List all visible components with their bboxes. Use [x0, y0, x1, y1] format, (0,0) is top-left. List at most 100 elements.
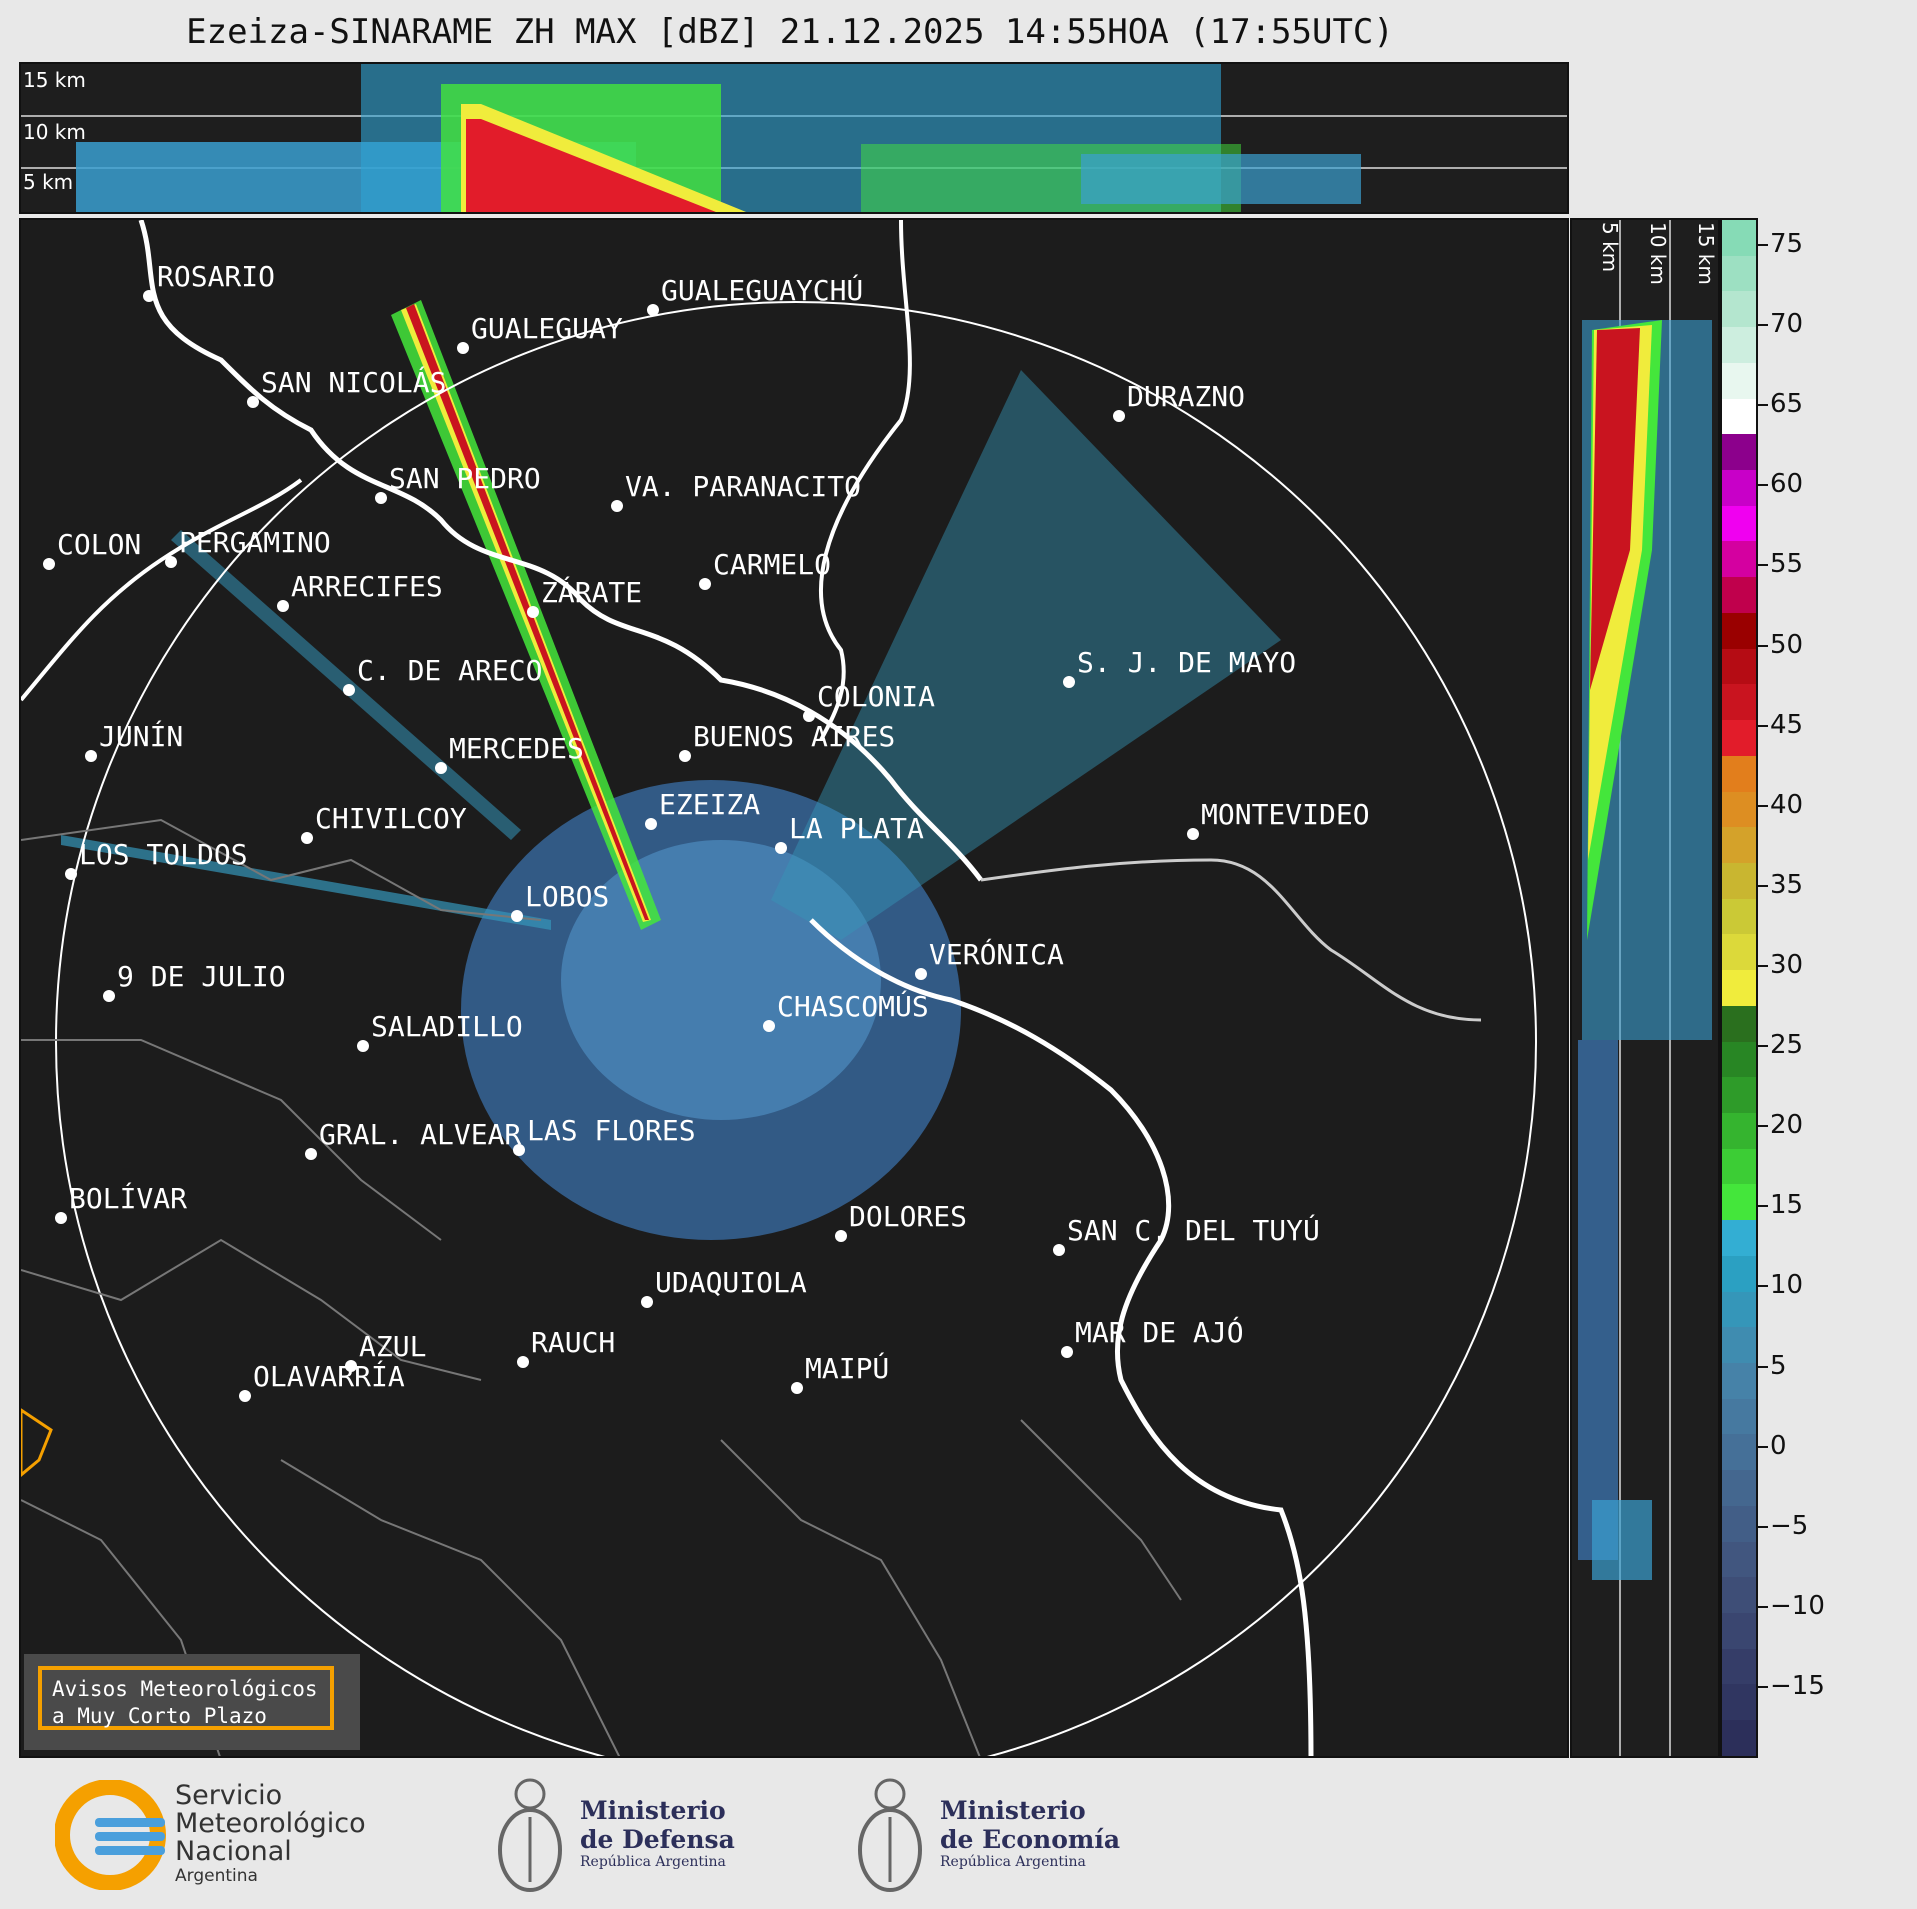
- city-marker[interactable]: LA PLATA: [775, 812, 924, 854]
- colorbar-tick: [1758, 1445, 1768, 1448]
- city-marker[interactable]: ZÁRATE: [527, 575, 642, 618]
- smn-line2: Meteorológico: [175, 1808, 366, 1839]
- city-marker[interactable]: CHIVILCOY: [301, 802, 467, 844]
- city-marker[interactable]: CHASCOMÚS: [763, 989, 929, 1032]
- colorbar-segment: [1722, 720, 1756, 756]
- city-dot: [55, 1212, 67, 1224]
- city-dot: [803, 710, 815, 722]
- colorbar-tick-label: 20: [1770, 1110, 1804, 1141]
- top-height-label-10: 10 km: [23, 120, 86, 144]
- city-marker[interactable]: VA. PARANACITO: [611, 470, 861, 512]
- radar-map[interactable]: ROSARIO GUALEGUAYCHÚ GUALEGUAY SAN NICOLÁS D…: [19, 218, 1569, 1758]
- city-marker[interactable]: LOBOS: [511, 880, 609, 922]
- city-dot: [791, 1382, 803, 1394]
- range-ring: [55, 301, 1537, 1756]
- colorbar-segment: [1722, 648, 1756, 685]
- smn-line4: Argentina: [175, 1866, 258, 1886]
- city-marker[interactable]: C. DE ARECO: [343, 654, 542, 696]
- colorbar-segment: [1722, 898, 1756, 935]
- city-dot: [1187, 828, 1199, 840]
- city-marker[interactable]: UDAQUIOLA: [641, 1266, 807, 1308]
- city-marker[interactable]: ARRECIFES: [277, 570, 443, 612]
- city-marker[interactable]: VERÓNICA: [915, 937, 1064, 980]
- colorbar-tick-label: 35: [1770, 869, 1804, 900]
- city-marker[interactable]: DOLORES: [835, 1200, 967, 1242]
- colorbar-tick-label: 40: [1770, 789, 1804, 820]
- colorbar-tick: [1758, 1205, 1768, 1208]
- city-dot: [103, 990, 115, 1002]
- city-marker[interactable]: BUENOS AIRES: [679, 720, 895, 762]
- city-marker[interactable]: COLONIA: [803, 680, 935, 722]
- city-marker[interactable]: GRAL. ALVEAR: [305, 1118, 521, 1160]
- colorbar-tick-label: 5: [1770, 1350, 1787, 1381]
- city-label: VERÓNICA: [929, 937, 1064, 971]
- city-marker[interactable]: MERCEDES: [435, 732, 584, 774]
- city-label: DOLORES: [849, 1200, 967, 1233]
- radar-map-plot: ROSARIO GUALEGUAYCHÚ GUALEGUAY SAN NICOLÁS D…: [21, 220, 1537, 1756]
- city-label: RAUCH: [531, 1326, 615, 1359]
- avisos-link[interactable]: Avisos Meteorológicos a Muy Corto Plazo: [38, 1666, 334, 1730]
- coastline-uruguay: [980, 858, 1482, 1022]
- city-label: 9 DE JULIO: [117, 960, 286, 993]
- city-marker[interactable]: S. J. DE MAYO: [1063, 646, 1296, 688]
- city-marker[interactable]: PERGAMINO: [165, 526, 331, 568]
- page-title: Ezeiza-SINARAME ZH MAX [dBZ] 21.12.2025 …: [186, 12, 1394, 52]
- city-label: JUNÍN: [99, 719, 183, 753]
- defensa-emblem-icon: [498, 1778, 562, 1892]
- colorbar-segment: [1722, 398, 1756, 435]
- city-marker[interactable]: JUNÍN: [85, 719, 183, 762]
- colorbar-tick-label: 10: [1770, 1270, 1804, 1301]
- colorbar-tick: [1758, 564, 1768, 567]
- city-label: DURAZNO: [1127, 380, 1245, 413]
- city-marker[interactable]: DURAZNO: [1113, 380, 1245, 422]
- city-marker[interactable]: ROSARIO: [143, 260, 275, 302]
- city-marker[interactable]: MAIPÚ: [791, 1351, 889, 1394]
- coastline-south: [809, 918, 1314, 1756]
- colorbar-segment: [1722, 1684, 1756, 1721]
- city-marker[interactable]: SAN PEDRO: [375, 462, 541, 504]
- city-dot: [513, 1144, 525, 1156]
- city-label: ARRECIFES: [291, 570, 443, 603]
- city-marker[interactable]: RAUCH: [517, 1326, 615, 1368]
- city-label: COLON: [57, 528, 141, 561]
- colorbar-segment: [1722, 827, 1756, 863]
- colorbar-segment: [1722, 1041, 1756, 1078]
- city-marker[interactable]: OLAVARRÍA: [239, 1359, 405, 1402]
- city-marker[interactable]: MONTEVIDEO: [1187, 798, 1370, 840]
- colorbar-segment: [1722, 612, 1756, 649]
- city-marker[interactable]: BOLÍVAR: [55, 1181, 187, 1224]
- city-marker[interactable]: LOS TOLDOS: [65, 838, 248, 880]
- colorbar-segment: [1722, 577, 1756, 613]
- city-dot: [517, 1356, 529, 1368]
- colorbar-segment: [1722, 1398, 1756, 1435]
- city-marker[interactable]: GUALEGUAYCHÚ: [647, 273, 863, 316]
- city-marker[interactable]: MAR DE AJÓ: [1061, 1315, 1244, 1358]
- city-marker[interactable]: COLON: [43, 528, 141, 570]
- avisos-line1: Avisos Meteorológicos: [52, 1677, 318, 1701]
- city-label: LOBOS: [525, 880, 609, 913]
- city-marker[interactable]: AZUL: [345, 1330, 426, 1372]
- economia-logo: Ministerio de Economía República Argenti…: [850, 1770, 1130, 1900]
- city-marker[interactable]: SAN NICOLÁS: [247, 365, 446, 408]
- city-dot: [85, 750, 97, 762]
- city-marker[interactable]: SAN C. DEL TUYÚ: [1053, 1213, 1320, 1256]
- city-marker[interactable]: LAS FLORES: [513, 1114, 696, 1156]
- city-marker[interactable]: GUALEGUAY: [457, 312, 623, 354]
- city-dot: [527, 606, 539, 618]
- city-label: BOLÍVAR: [69, 1181, 187, 1215]
- colorbar-segment: [1722, 1255, 1756, 1292]
- city-marker[interactable]: SALADILLO: [357, 1010, 523, 1052]
- colorbar-segment: [1722, 1613, 1756, 1649]
- city-label: LOS TOLDOS: [79, 838, 248, 871]
- city-marker[interactable]: 9 DE JULIO: [103, 960, 286, 1002]
- avisos-box[interactable]: Avisos Meteorológicos a Muy Corto Plazo: [24, 1654, 360, 1750]
- colorbar-segment: [1722, 1148, 1756, 1185]
- city-dot: [435, 762, 447, 774]
- city-marker[interactable]: EZEIZA: [645, 788, 760, 830]
- city-dot: [679, 750, 691, 762]
- city-marker[interactable]: CARMELO: [699, 548, 831, 590]
- colorbar-segment: [1722, 470, 1756, 506]
- colorbar-tick-label: 15: [1770, 1190, 1804, 1221]
- city-label: CARMELO: [713, 548, 831, 581]
- smn-logo-icon: [55, 1780, 166, 1890]
